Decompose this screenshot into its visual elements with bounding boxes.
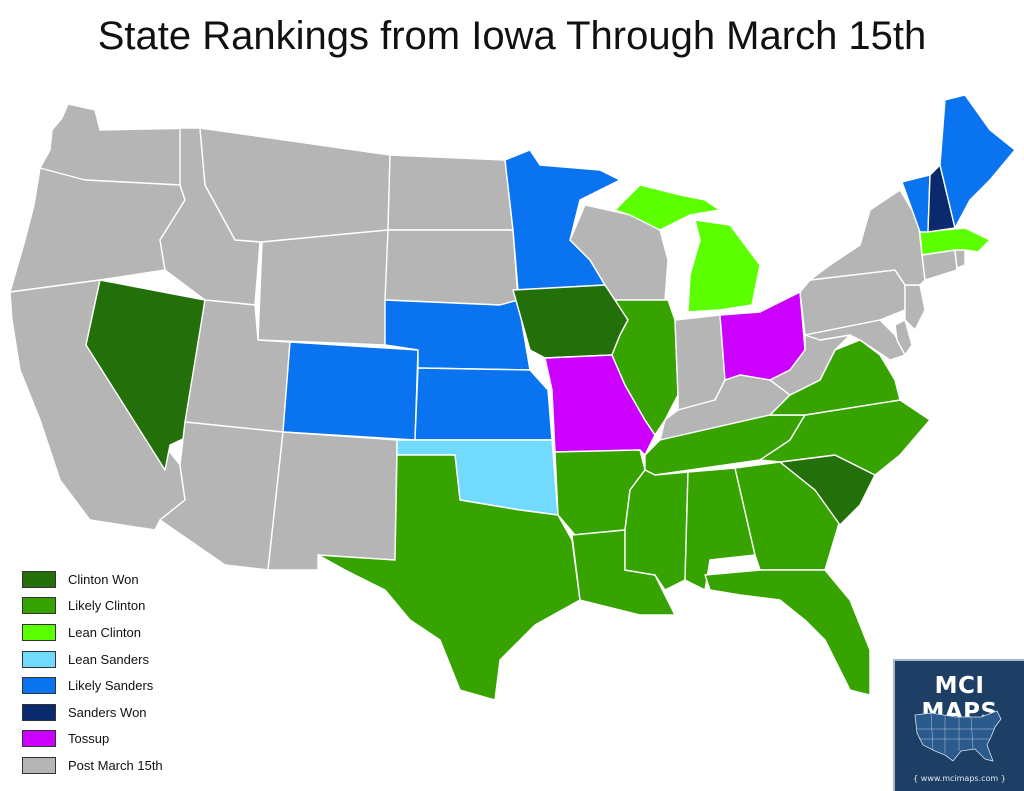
state-il[interactable] — [611, 299, 679, 436]
legend-item-likely-clinton: Likely Clinton — [22, 593, 242, 620]
state-nd[interactable] — [387, 154, 514, 231]
legend-label-sanders-won: Sanders Won — [68, 704, 147, 720]
state-mn[interactable] — [504, 149, 621, 291]
legend-swatch-tossup — [22, 730, 56, 748]
state-sd[interactable] — [384, 229, 519, 306]
state-ks[interactable] — [414, 367, 553, 441]
legend-label-lean-clinton: Lean Clinton — [68, 624, 141, 640]
legend-item-lean-sanders: Lean Sanders — [22, 646, 242, 673]
state-ma[interactable] — [919, 227, 991, 256]
state-tx[interactable] — [317, 454, 581, 701]
legend-label-post-march-15: Post March 15th — [68, 757, 163, 773]
legend-item-post-march-15: Post March 15th — [22, 752, 242, 779]
state-or[interactable] — [9, 167, 186, 293]
legend-swatch-post-march-15 — [22, 756, 56, 774]
legend-swatch-sanders-won — [22, 703, 56, 721]
legend-item-tossup: Tossup — [22, 726, 242, 753]
legend-item-likely-sanders: Likely Sanders — [22, 672, 242, 699]
legend-label-clinton-won: Clinton Won — [68, 571, 139, 587]
legend-label-tossup: Tossup — [68, 731, 110, 747]
state-ms[interactable] — [624, 469, 689, 591]
state-wy[interactable] — [257, 229, 389, 346]
state-me[interactable] — [939, 94, 1016, 229]
legend-swatch-likely-sanders — [22, 677, 56, 695]
legend-swatch-clinton-won — [22, 570, 56, 588]
map-legend: Clinton Won Likely Clinton Lean Clinton … — [22, 566, 242, 779]
legend-item-lean-clinton: Lean Clinton — [22, 619, 242, 646]
state-fl[interactable] — [704, 569, 871, 696]
state-nj[interactable] — [904, 284, 926, 331]
state-co[interactable] — [282, 341, 419, 441]
state-mi-up[interactable] — [614, 184, 721, 231]
legend-item-clinton-won: Clinton Won — [22, 566, 242, 593]
state-md[interactable] — [804, 319, 906, 361]
state-mt[interactable] — [199, 127, 391, 243]
state-wi[interactable] — [569, 204, 669, 301]
state-ny[interactable] — [809, 189, 926, 286]
legend-label-lean-sanders: Lean Sanders — [68, 651, 149, 667]
legend-swatch-likely-clinton — [22, 597, 56, 615]
state-ri[interactable] — [954, 249, 966, 269]
state-de[interactable] — [894, 319, 913, 356]
state-ia[interactable] — [512, 284, 629, 359]
legend-label-likely-sanders: Likely Sanders — [68, 678, 154, 694]
logo-us-map-icon — [914, 710, 1002, 762]
mci-maps-logo: MCI MAPS { www.mcimaps.com } — [893, 659, 1024, 791]
state-nm[interactable] — [267, 431, 398, 571]
legend-label-likely-clinton: Likely Clinton — [68, 598, 146, 614]
legend-swatch-lean-sanders — [22, 650, 56, 668]
map-title: State Rankings from Iowa Through March 1… — [97, 14, 927, 58]
logo-url: { www.mcimaps.com } — [913, 774, 1006, 783]
legend-item-sanders-won: Sanders Won — [22, 699, 242, 726]
legend-swatch-lean-clinton — [22, 623, 56, 641]
state-mi-lp[interactable] — [687, 219, 761, 313]
state-nc[interactable] — [759, 399, 931, 476]
